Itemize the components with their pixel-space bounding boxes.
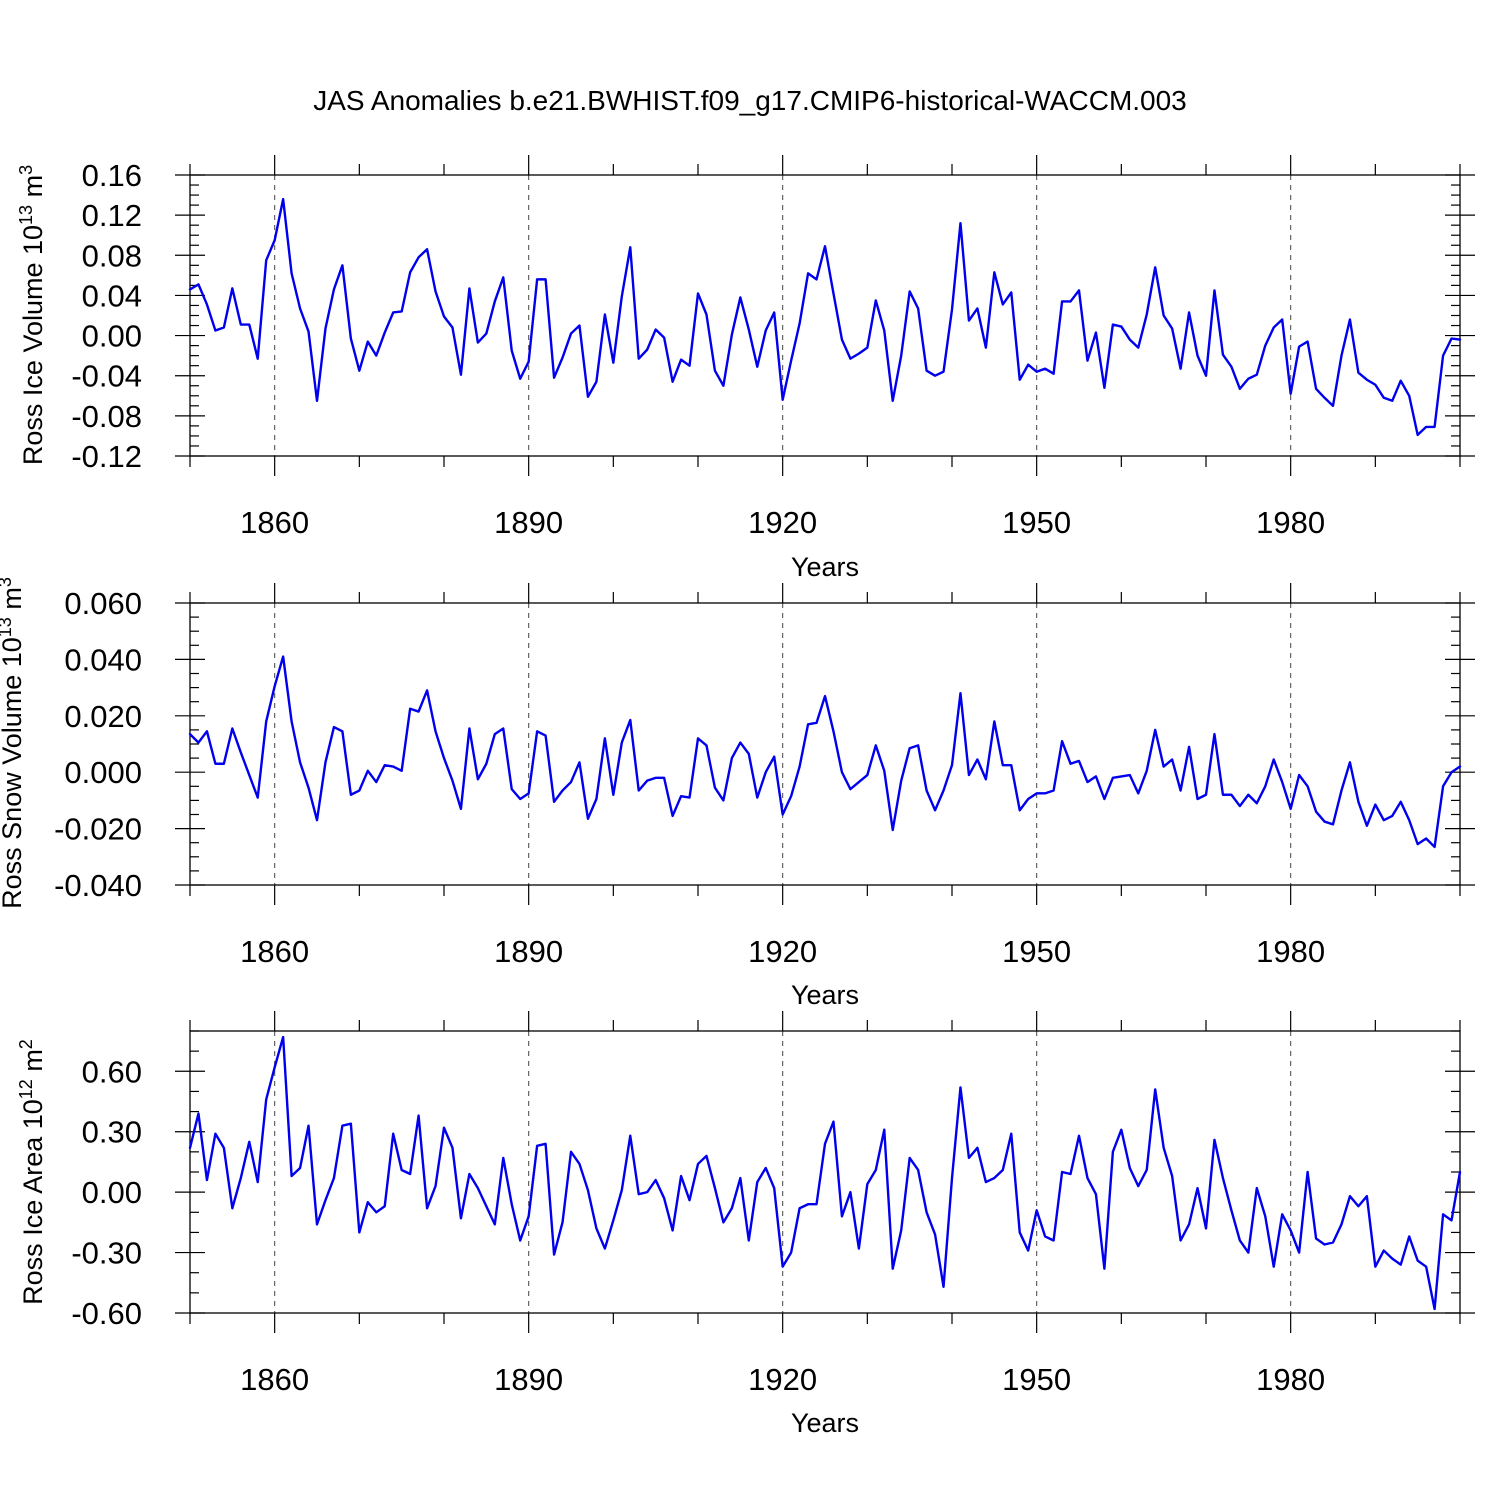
panel-ross-ice-volume: Years Ross Ice Volume 1013 m3 -0.12 -0.08…: [16, 155, 1475, 582]
x-tick-label: 1860: [240, 934, 309, 969]
y-tick-label: -0.12: [71, 439, 142, 474]
y-tick-label: 0.00: [82, 1175, 142, 1210]
y-tick-label: 0.000: [64, 755, 142, 790]
plot-frame: [189, 174, 1461, 457]
y-tick-label: 0.16: [82, 158, 142, 193]
x-tick-label: 1980: [1256, 1362, 1325, 1397]
y-tick-label: 0.04: [82, 278, 142, 313]
y-axis-title: Ross Ice Area 1012 m2: [16, 1039, 48, 1305]
x-tick-label: 1950: [1002, 505, 1071, 540]
y-axis-title: Ross Ice Volume 1013 m3: [16, 165, 48, 465]
x-tick-label: 1980: [1256, 505, 1325, 540]
x-tick-label: 1950: [1002, 1362, 1071, 1397]
y-tick-label: 0.040: [64, 642, 142, 677]
x-axis-title: Years: [791, 552, 859, 582]
y-axis-title: Ross Snow Volume 1013 m3: [0, 577, 27, 909]
x-axis-title: Years: [791, 980, 859, 1010]
y-tick-label: 0.30: [82, 1115, 142, 1150]
y-tick-label: -0.020: [54, 812, 142, 847]
x-tick-label: 1920: [748, 934, 817, 969]
x-axis-title: Years: [791, 1408, 859, 1438]
x-tick-label: 1950: [1002, 934, 1071, 969]
y-tick-label: -0.30: [71, 1236, 142, 1271]
y-tick-label: 0.08: [82, 238, 142, 273]
y-tick-label: 0.60: [82, 1054, 142, 1089]
y-tick-label: -0.04: [71, 359, 142, 394]
plot-frame: [189, 1030, 1461, 1314]
x-tick-label: 1860: [240, 505, 309, 540]
y-tick-label: -0.040: [54, 868, 142, 903]
x-tick-label: 1920: [748, 1362, 817, 1397]
series-line-ross-snow-volume: [188, 655, 1462, 849]
plot-frame: [189, 602, 1461, 886]
x-tick-label: 1890: [494, 934, 563, 969]
x-tick-label: 1860: [240, 1362, 309, 1397]
x-tick-label: 1980: [1256, 934, 1325, 969]
y-tick-label: -0.08: [71, 399, 142, 434]
x-tick-label: 1920: [748, 505, 817, 540]
y-tick-label: 0.00: [82, 319, 142, 354]
x-tick-label: 1890: [494, 505, 563, 540]
y-tick-label: 0.060: [64, 586, 142, 621]
series-line-ross-ice-volume: [188, 197, 1462, 437]
x-tick-label: 1890: [494, 1362, 563, 1397]
y-tick-label: 0.12: [82, 198, 142, 233]
y-tick-label: -0.60: [71, 1296, 142, 1331]
y-tick-label: 0.020: [64, 699, 142, 734]
figure-title: JAS Anomalies b.e21.BWHIST.f09_g17.CMIP6…: [313, 85, 1187, 116]
series-line-ross-ice-area: [188, 1035, 1462, 1311]
panel-ross-snow-volume: Years Ross Snow Volume 1013 m3 -0.040 -0.…: [0, 577, 1475, 1010]
panel-ross-ice-area: Years Ross Ice Area 1012 m2 -0.60 -0.30 0.…: [16, 1011, 1475, 1438]
